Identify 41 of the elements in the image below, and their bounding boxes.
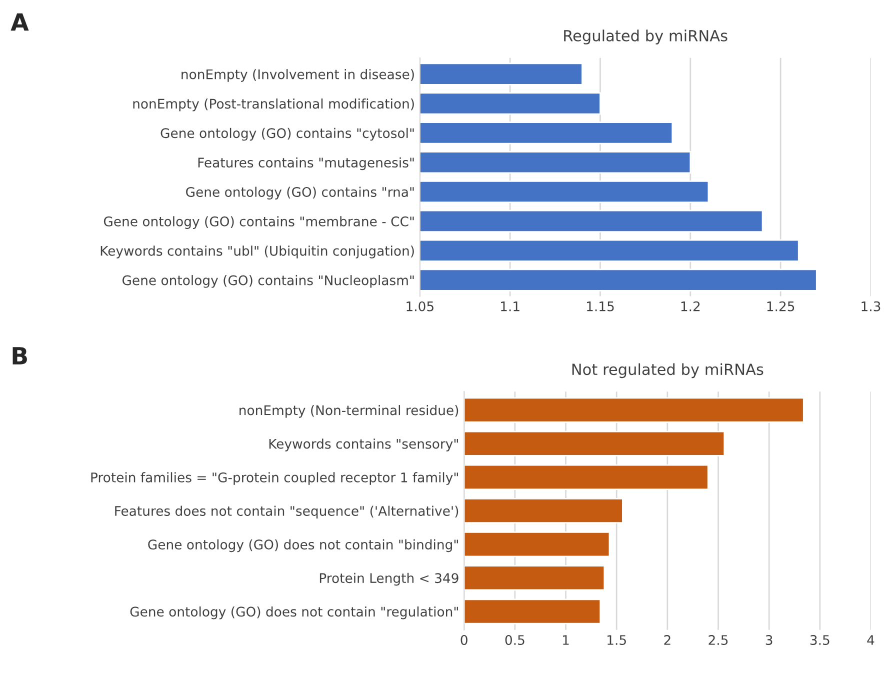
chart-title: Not regulated by miRNAs xyxy=(572,363,764,378)
y-tick-label: Keywords contains "ubl" (Ubiquitin conjugation) xyxy=(100,246,414,258)
bar xyxy=(464,498,624,524)
y-tick-label: Keywords contains "sensory" xyxy=(269,438,458,452)
text: A xyxy=(10,13,29,31)
y-tick-label: Protein Length < 349 xyxy=(320,572,458,586)
x-tick-label: 3 xyxy=(766,635,772,645)
y-tick-label: Features does not contain "sequence" ('Alternative') xyxy=(115,506,458,519)
bar xyxy=(464,598,602,624)
bar xyxy=(464,430,726,456)
x-tick-label: 1.5 xyxy=(608,635,626,645)
x-tick-label: 1.25 xyxy=(767,301,794,312)
x-tick-label: 1.3 xyxy=(862,301,880,312)
x-tick-label: 3.5 xyxy=(810,635,830,645)
y-tick-label: Gene ontology (GO) contains "cytosol" xyxy=(160,128,414,141)
x-tick-label: 1.2 xyxy=(681,301,700,312)
y-tick-label: nonEmpty (Post-translational modification) xyxy=(133,98,414,112)
y-tick-label: Gene ontology (GO) contains "membrane - CC" xyxy=(104,216,414,229)
bar xyxy=(464,397,804,423)
x-tick-label: 2 xyxy=(664,635,670,645)
y-tick-label: Features contains "mutagenesis" xyxy=(198,157,414,170)
x-tick-label: 1.15 xyxy=(586,302,614,312)
chart-title: Regulated by miRNAs xyxy=(564,30,728,44)
bar xyxy=(464,565,606,591)
x-tick-label: 2.5 xyxy=(708,635,728,645)
y-tick-label: Gene ontology (GO) contains "Nucleoplasm" xyxy=(122,275,414,288)
y-tick-label: Gene ontology (GO) does not contain "regulation" xyxy=(130,606,458,620)
y-tick-label: nonEmpty (Non-terminal residue) xyxy=(240,405,458,418)
x-tick-label: 0.5 xyxy=(505,635,524,645)
x-tick-label: 1 xyxy=(563,635,569,645)
y-tick-label: Gene ontology (GO) contains "rna" xyxy=(186,186,414,200)
y-tick-label: Gene ontology (GO) does not contain "binding" xyxy=(148,539,458,552)
x-tick-label: 1.05 xyxy=(406,301,434,312)
text: B xyxy=(12,347,27,364)
x-tick-label: 4 xyxy=(867,635,874,645)
bar xyxy=(464,464,709,490)
y-tick-label: nonEmpty (Involvement in disease) xyxy=(182,69,414,82)
y-tick-label: Protein families = "G-protein coupled receptor 1 family" xyxy=(91,472,458,485)
x-tick-label: 0 xyxy=(460,635,468,645)
x-tick-label: 1.1 xyxy=(501,302,520,312)
bar xyxy=(464,532,610,558)
